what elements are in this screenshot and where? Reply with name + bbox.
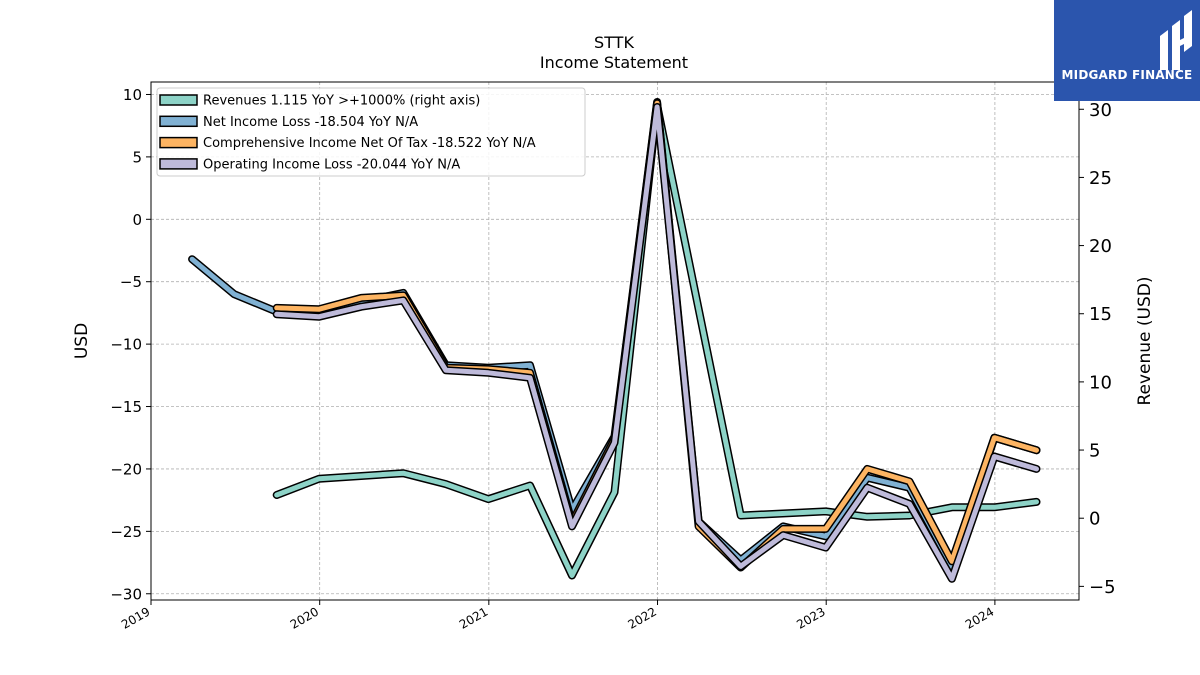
legend-swatch xyxy=(159,94,198,106)
y-tick-label: −20 xyxy=(110,460,142,478)
brand-logo-text: MIDGARD FINANCE xyxy=(1061,68,1193,82)
legend-box xyxy=(156,87,586,177)
midgard-logo-icon xyxy=(1160,10,1192,70)
chart-title: STTK xyxy=(594,33,634,52)
x-tick-label: 2021 xyxy=(457,604,490,631)
y-right-tick-label: 30 xyxy=(1089,100,1112,121)
brand-logo: MIDGARD FINANCE xyxy=(1054,0,1200,101)
y-right-tick-label: 5 xyxy=(1089,441,1100,462)
y-tick-label: 5 xyxy=(132,148,142,166)
y-axis-label: USD xyxy=(72,323,92,359)
y-tick-label: −5 xyxy=(120,273,142,291)
y-tick-label: −30 xyxy=(110,585,142,603)
legend-label: Comprehensive Income Net Of Tax -18.522 … xyxy=(203,136,536,151)
y-right-tick-label: 25 xyxy=(1089,168,1112,189)
series-layer xyxy=(188,98,1041,583)
y-tick-label: 0 xyxy=(132,211,142,229)
legend: Revenues 1.115 YoY >+1000% (right axis) N… xyxy=(156,87,586,177)
legend-label: Operating Income Loss -20.044 YoY N/A xyxy=(203,157,460,172)
legend-swatch xyxy=(159,115,198,128)
y-right-tick-label: 15 xyxy=(1089,304,1112,325)
y-right-tick-label: 20 xyxy=(1089,236,1112,257)
chart-subtitle: Income Statement xyxy=(540,53,688,72)
y-tick-label: −15 xyxy=(110,398,142,416)
plot-frame xyxy=(150,81,1080,601)
y-tick-label: −25 xyxy=(110,523,142,541)
y-right-tick-label: 10 xyxy=(1089,372,1112,393)
x-tick-label: 2022 xyxy=(626,604,659,631)
legend-swatch xyxy=(159,158,198,170)
y-right-tick-label: −5 xyxy=(1089,577,1116,598)
series-line-operating-income-loss xyxy=(274,104,1039,582)
y-right-tick-label: 0 xyxy=(1089,509,1100,530)
x-tick-label: 2019 xyxy=(119,604,152,631)
y-axis-right-label: Revenue (USD) xyxy=(1135,276,1155,405)
x-tick-label: 2020 xyxy=(288,604,321,631)
x-tick-label: 2024 xyxy=(963,604,996,631)
legend-label: Revenues 1.115 YoY >+1000% (right axis) xyxy=(203,94,480,109)
y-tick-label: 10 xyxy=(123,86,142,104)
legend-label: Net Income Loss -18.504 YoY N/A xyxy=(203,115,418,130)
y-tick-label: −10 xyxy=(110,336,142,354)
x-tick-label: 2023 xyxy=(794,604,827,631)
legend-swatch xyxy=(159,136,198,149)
